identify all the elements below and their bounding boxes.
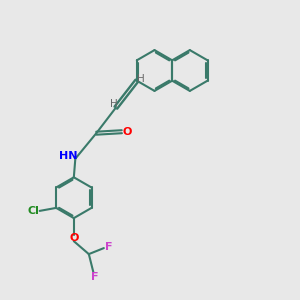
Text: F: F <box>105 242 112 252</box>
Text: O: O <box>69 233 79 243</box>
Text: HN: HN <box>59 151 78 161</box>
Text: H: H <box>110 99 118 109</box>
Text: F: F <box>91 272 99 283</box>
Text: O: O <box>122 127 132 137</box>
Text: H: H <box>137 74 145 84</box>
Text: Cl: Cl <box>28 206 40 216</box>
